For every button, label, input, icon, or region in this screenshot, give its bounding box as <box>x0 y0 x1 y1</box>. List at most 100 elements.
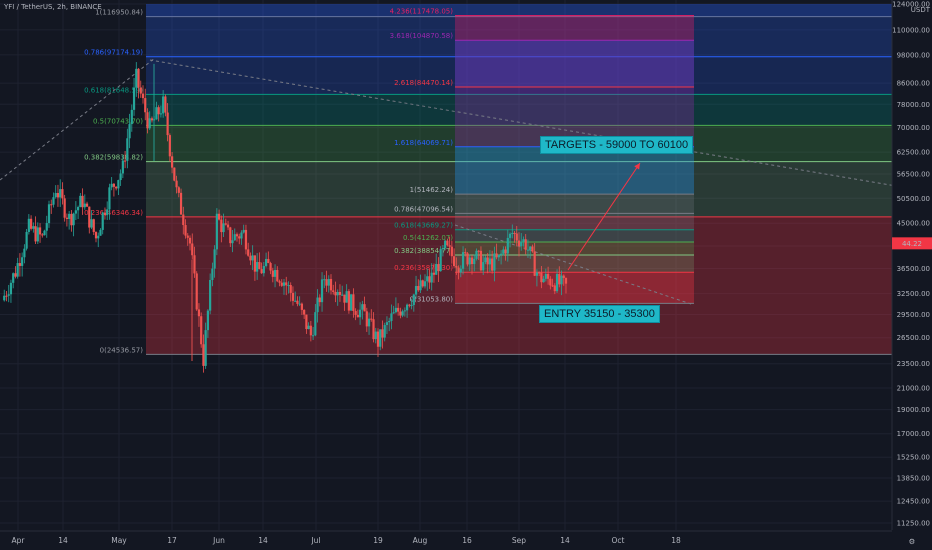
candle-body <box>354 310 357 315</box>
candle-body <box>486 257 489 265</box>
fib-retracement-zone <box>146 125 892 162</box>
fibonacci-drawings[interactable]: 1(116950.84)0.786(97174.19)0.618(81648.5… <box>84 4 892 355</box>
candle-body <box>524 239 527 250</box>
candle-body <box>542 278 545 283</box>
candle-body <box>345 291 348 303</box>
candle-body <box>249 255 252 261</box>
candle-body <box>392 312 395 314</box>
candle-body <box>470 257 474 265</box>
x-tick-label: May <box>111 536 127 545</box>
candle-body <box>381 329 384 338</box>
candle-body <box>477 250 480 252</box>
candle-body <box>83 203 86 208</box>
candle-body <box>251 255 254 261</box>
candle-body <box>388 320 391 323</box>
candle-body <box>549 278 552 286</box>
x-tick-label: 14 <box>560 536 570 545</box>
fib-retracement-label: 0.382(59838.82) <box>84 154 143 162</box>
candle-body <box>459 268 462 273</box>
candle-body <box>432 272 436 275</box>
price-axis[interactable]: 124000.00 110000.00 98000.00 86000.00 78000.… <box>891 0 932 550</box>
candle-body <box>341 294 344 296</box>
candle-body <box>361 304 364 310</box>
candle-body <box>18 263 22 266</box>
candle-body <box>363 304 366 312</box>
time-axis[interactable]: Apr 14 May 17 Jun 14 Jul 19 Aug 16 Sep 14 Oct 18 ⚙ <box>0 530 916 546</box>
candle-body <box>441 247 445 250</box>
candle-body <box>128 124 131 139</box>
candle-body <box>132 87 136 110</box>
candle-body <box>235 234 239 237</box>
y-tick-label: 13850.00 <box>897 475 930 483</box>
candle-body <box>468 257 471 265</box>
fib-extension-zone <box>455 15 694 41</box>
target-arrow[interactable] <box>567 162 641 271</box>
candle-body <box>244 229 248 250</box>
x-tick-label: Aug <box>413 536 428 545</box>
candle-body <box>85 203 89 207</box>
candle-body <box>79 195 82 208</box>
trendline-short <box>454 224 695 306</box>
fib-retracement-label: 0(24536.57) <box>100 346 144 354</box>
candle-body <box>320 279 324 303</box>
candle-body <box>182 214 185 226</box>
x-tick-label: Apr <box>12 536 26 545</box>
candle-body <box>14 273 17 277</box>
candle-body <box>517 240 521 247</box>
fib-extension-zone <box>455 254 694 273</box>
targets-annotation[interactable]: TARGETS - 59000 TO 60100 <box>540 136 694 154</box>
fib-retracement-label: 0.786(97174.19) <box>84 49 143 57</box>
candle-body <box>209 279 212 311</box>
current-price-badge <box>892 237 932 250</box>
candle-body <box>457 267 460 273</box>
candle-body <box>256 262 259 272</box>
candle-body <box>435 263 438 275</box>
candle-body <box>47 204 51 224</box>
candle-body <box>188 237 192 244</box>
candle-body <box>173 167 176 181</box>
candle-body <box>318 297 321 303</box>
candle-body <box>70 213 73 226</box>
candle-body <box>175 180 178 188</box>
candle-body <box>560 275 563 285</box>
candle-body <box>179 192 183 215</box>
x-tick-label: 19 <box>373 536 383 545</box>
candle-body <box>484 257 487 263</box>
candle-body <box>126 138 129 161</box>
candle-body <box>195 273 198 310</box>
candle-body <box>414 286 418 295</box>
x-tick-label: 14 <box>258 536 268 545</box>
candle-body <box>372 319 375 340</box>
candle-body <box>444 240 447 248</box>
fib-extension-label: 4.236(117478.05) <box>390 8 454 16</box>
y-tick-label: 70000.00 <box>897 124 930 132</box>
candle-body <box>376 331 380 347</box>
candle-body <box>347 291 351 311</box>
candle-body <box>271 270 274 277</box>
candle-body <box>296 300 299 304</box>
y-tick-label: 50500.00 <box>897 195 930 203</box>
entry-annotation[interactable]: ENTRY 35150 - 35300 <box>539 305 660 323</box>
trendline-rising <box>0 57 156 181</box>
fib-extension-label: 3.618(104870.58) <box>390 32 454 40</box>
fib-retracement-zone <box>146 161 892 217</box>
candle-body <box>166 112 169 136</box>
y-tick-label: 62500.00 <box>897 149 930 157</box>
candle-body <box>101 212 104 230</box>
candle-body <box>50 204 53 206</box>
trendlines[interactable] <box>0 57 932 306</box>
y-tick-label: 21000.00 <box>897 385 930 393</box>
candle-body <box>119 173 122 181</box>
candle-body <box>238 236 241 239</box>
candle-body <box>224 223 227 225</box>
candle-body <box>157 107 160 115</box>
fib-extension-zone <box>455 213 694 230</box>
x-tick-label: Sep <box>512 536 526 545</box>
candle-body <box>289 285 292 293</box>
candle-body <box>217 213 221 220</box>
candle-body <box>112 183 116 187</box>
x-tick-label: 14 <box>58 536 68 545</box>
candle-body <box>399 311 402 316</box>
